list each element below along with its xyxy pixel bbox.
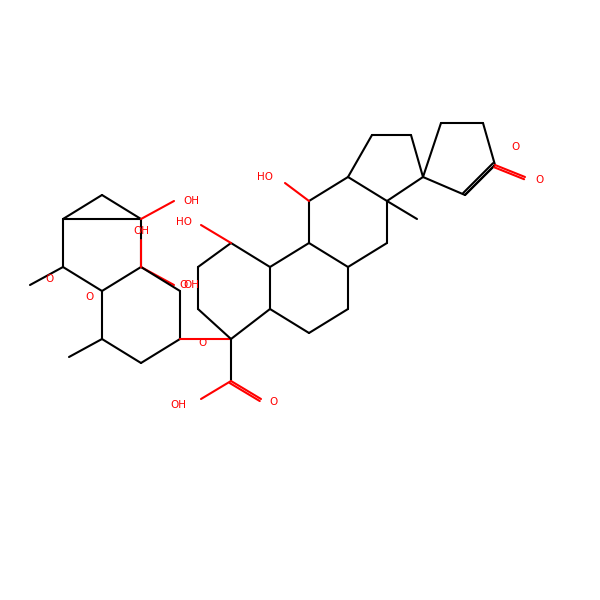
Text: O: O [536, 175, 544, 185]
Text: OH: OH [183, 196, 199, 206]
Text: OH: OH [183, 280, 199, 290]
Text: HO: HO [176, 217, 192, 227]
Text: O: O [45, 274, 53, 284]
Text: HO: HO [257, 172, 273, 182]
Text: OH: OH [133, 226, 149, 236]
Text: OH: OH [170, 400, 186, 410]
Text: O: O [179, 280, 187, 290]
Text: O: O [199, 338, 207, 348]
Text: O: O [512, 142, 520, 152]
Text: O: O [269, 397, 277, 407]
Text: O: O [86, 292, 94, 302]
